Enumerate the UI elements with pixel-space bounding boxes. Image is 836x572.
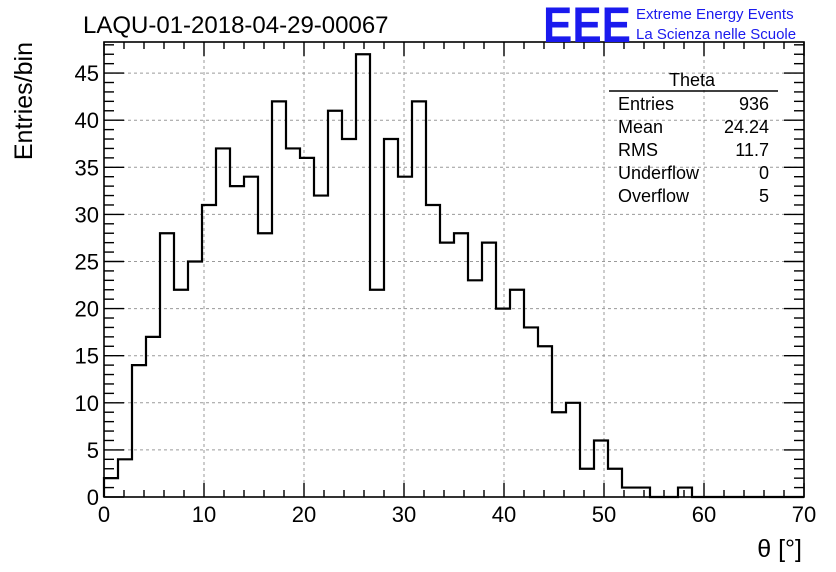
histogram-series [102, 53, 804, 499]
chart-title: LAQU-01-2018-04-29-00067 [83, 12, 389, 39]
y-tick-label: 20 [75, 297, 99, 322]
stats-label: RMS [618, 140, 658, 160]
y-tick-label: 40 [75, 108, 99, 133]
histogram-bin [230, 186, 244, 497]
histogram-bin [482, 243, 496, 497]
grid [104, 42, 804, 497]
histogram-bin [202, 205, 216, 497]
y-tick-label: 45 [75, 61, 99, 86]
x-tick-label: 30 [392, 502, 416, 527]
y-tick-label: 25 [75, 249, 99, 274]
eee-logo: EEE Extreme Energy Events La Scienza nel… [543, 0, 796, 53]
stats-value: 5 [759, 186, 769, 206]
histogram-bin [272, 101, 286, 497]
x-tick-label: 50 [592, 502, 616, 527]
logo-line-2: La Scienza nelle Scuole [636, 26, 796, 43]
histogram-bin [132, 365, 146, 497]
logo-line-1: Extreme Energy Events [636, 6, 794, 23]
y-tick-label: 15 [75, 344, 99, 369]
histogram-bin [328, 111, 342, 497]
x-tick-label: 0 [98, 502, 110, 527]
x-tick-label: 10 [192, 502, 216, 527]
y-axis-label: Entries/bin [10, 42, 38, 160]
y-tick-labels: 0 5 10 15 20 25 30 35 40 45 [75, 61, 99, 510]
histogram-bin [160, 233, 174, 497]
x-tick-label: 40 [492, 502, 516, 527]
histogram-bin [174, 290, 188, 497]
histogram-bin [426, 205, 440, 497]
histogram-bin [258, 233, 272, 497]
stats-title: Theta [669, 70, 716, 90]
histogram-bin [566, 403, 580, 497]
histogram-bin [636, 488, 650, 497]
histogram-bin [216, 148, 230, 497]
stats-rows: Entries 936 Mean 24.24 RMS 11.7 Underflow 0 Over… [618, 94, 769, 206]
histogram-bin [118, 459, 132, 497]
x-tick-label: 60 [692, 502, 716, 527]
plot-frame [103, 41, 805, 498]
stats-value: 24.24 [724, 117, 769, 137]
axis-ticks [103, 42, 805, 498]
y-tick-label: 30 [75, 202, 99, 227]
stats-label: Mean [618, 117, 663, 137]
histogram-bin [356, 54, 370, 497]
histogram-bin [496, 309, 510, 497]
stats-label: Underflow [618, 163, 700, 183]
x-tick-labels: 0 10 20 30 40 50 60 70 [98, 502, 816, 527]
histogram-bin [370, 290, 384, 497]
x-tick-label: 70 [792, 502, 816, 527]
histogram-bin [300, 158, 314, 497]
histogram-bin [286, 148, 300, 497]
histogram-bin [440, 243, 454, 497]
histogram-bin [384, 139, 398, 497]
x-axis-label: θ [°] [757, 535, 802, 563]
y-tick-label: 35 [75, 155, 99, 180]
histogram-bin [678, 488, 692, 497]
histogram-bin [510, 290, 524, 497]
stats-value: 0 [759, 163, 769, 183]
histogram-bin [580, 469, 594, 497]
y-tick-label: 0 [87, 485, 99, 510]
stats-label: Overflow [618, 186, 690, 206]
logo-mark: EEE [543, 0, 631, 53]
histogram-bin [524, 327, 538, 497]
histogram-bin [468, 280, 482, 497]
histogram-bin [552, 412, 566, 497]
histogram-bin [538, 346, 552, 497]
histogram-bin [314, 196, 328, 497]
y-tick-label: 10 [75, 391, 99, 416]
histogram-bin [398, 177, 412, 497]
stats-label: Entries [618, 94, 674, 114]
histogram-bin [594, 440, 608, 497]
histogram-bin [244, 177, 258, 497]
stats-value: 11.7 [735, 140, 769, 160]
histogram-bin [342, 139, 356, 497]
stats-value: 936 [739, 94, 769, 114]
histogram-bin [412, 101, 426, 497]
histogram-bin [146, 337, 160, 497]
histogram-bin [188, 261, 202, 497]
stats-box: Theta Entries 936 Mean 24.24 RMS 11.7 Underflo… [609, 70, 778, 206]
histogram-bin [454, 233, 468, 497]
x-tick-label: 20 [292, 502, 316, 527]
histogram-bin [608, 469, 622, 497]
y-tick-label: 5 [87, 438, 99, 463]
